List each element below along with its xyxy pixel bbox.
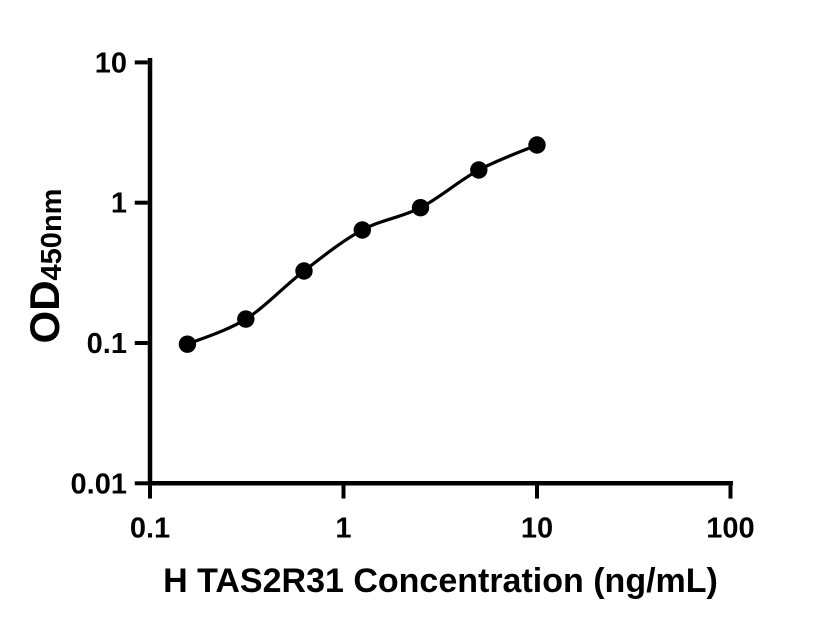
data-point [353, 221, 371, 239]
data-point [237, 310, 255, 328]
data-point [178, 335, 197, 353]
x-axis-title: H TAS2R31 Concentration (ng/mL) [163, 562, 718, 600]
y-axis-tick-label: 10 [95, 47, 127, 79]
data-point [470, 161, 488, 179]
x-axis-tick-label: 100 [706, 512, 754, 544]
y-axis-tick-label: 1 [111, 188, 127, 220]
y-axis-tick-label: 0.01 [71, 468, 127, 500]
y-axis-tick-label: 0.1 [87, 328, 127, 360]
x-axis-tick-label: 0.1 [130, 512, 170, 544]
data-point [295, 262, 313, 280]
data-point [411, 199, 430, 217]
data-point [528, 136, 546, 154]
x-axis-tick-label: 10 [521, 512, 553, 544]
x-axis-tick-label: 1 [335, 512, 351, 544]
